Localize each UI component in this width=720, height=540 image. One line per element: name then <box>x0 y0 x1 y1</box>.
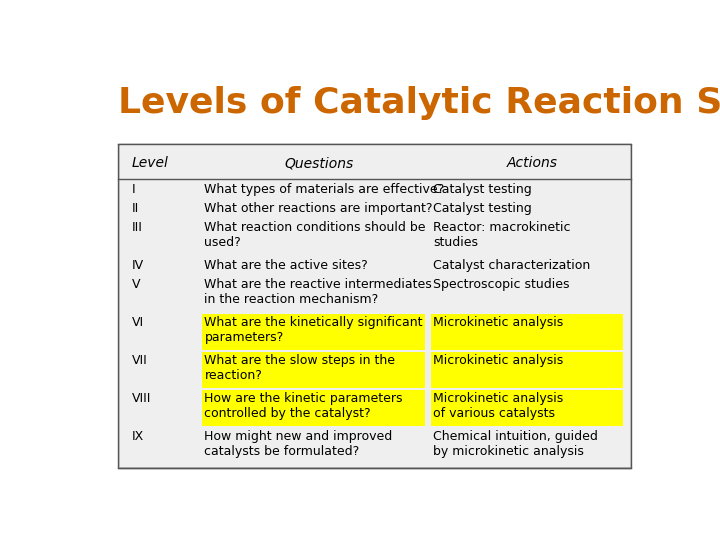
Text: Actions: Actions <box>507 156 558 170</box>
Text: Reactor: macrokinetic
studies: Reactor: macrokinetic studies <box>433 221 571 249</box>
Bar <box>431 314 624 350</box>
Bar <box>202 352 426 388</box>
Text: IV: IV <box>132 259 144 272</box>
Bar <box>431 352 624 388</box>
Bar <box>202 390 426 427</box>
Text: What are the kinetically significant
parameters?: What are the kinetically significant par… <box>204 316 423 344</box>
Bar <box>120 145 629 467</box>
Text: Catalyst testing: Catalyst testing <box>433 202 532 215</box>
Text: How might new and improved
catalysts be formulated?: How might new and improved catalysts be … <box>204 430 392 458</box>
Text: VI: VI <box>132 316 144 329</box>
Text: How are the kinetic parameters
controlled by the catalyst?: How are the kinetic parameters controlle… <box>204 392 403 420</box>
Bar <box>202 314 426 350</box>
Text: IX: IX <box>132 430 144 443</box>
Text: What are the active sites?: What are the active sites? <box>204 259 368 272</box>
Text: What other reactions are important?: What other reactions are important? <box>204 202 433 215</box>
Text: II: II <box>132 202 139 215</box>
Text: Spectroscopic studies: Spectroscopic studies <box>433 278 570 291</box>
Bar <box>431 390 624 427</box>
Text: Levels of Catalytic Reaction Synthesis: Levels of Catalytic Reaction Synthesis <box>118 85 720 119</box>
Text: V: V <box>132 278 140 291</box>
Text: VIII: VIII <box>132 392 151 405</box>
Text: VII: VII <box>132 354 148 367</box>
Text: Microkinetic analysis: Microkinetic analysis <box>433 354 564 367</box>
Text: III: III <box>132 221 143 234</box>
Text: Microkinetic analysis
of various catalysts: Microkinetic analysis of various catalys… <box>433 392 564 420</box>
Text: Level: Level <box>132 156 168 170</box>
Text: What are the slow steps in the
reaction?: What are the slow steps in the reaction? <box>204 354 395 382</box>
Text: Questions: Questions <box>284 156 354 170</box>
Text: Catalyst testing: Catalyst testing <box>433 183 532 197</box>
Text: Chemical intuition, guided
by microkinetic analysis: Chemical intuition, guided by microkinet… <box>433 430 598 458</box>
Text: What reaction conditions should be
used?: What reaction conditions should be used? <box>204 221 426 249</box>
Bar <box>118 144 631 468</box>
Text: Catalyst characterization: Catalyst characterization <box>433 259 590 272</box>
Text: Microkinetic analysis: Microkinetic analysis <box>433 316 564 329</box>
Text: What types of materials are effective?: What types of materials are effective? <box>204 183 445 197</box>
Text: I: I <box>132 183 135 197</box>
Text: What are the reactive intermediates
in the reaction mechanism?: What are the reactive intermediates in t… <box>204 278 432 306</box>
